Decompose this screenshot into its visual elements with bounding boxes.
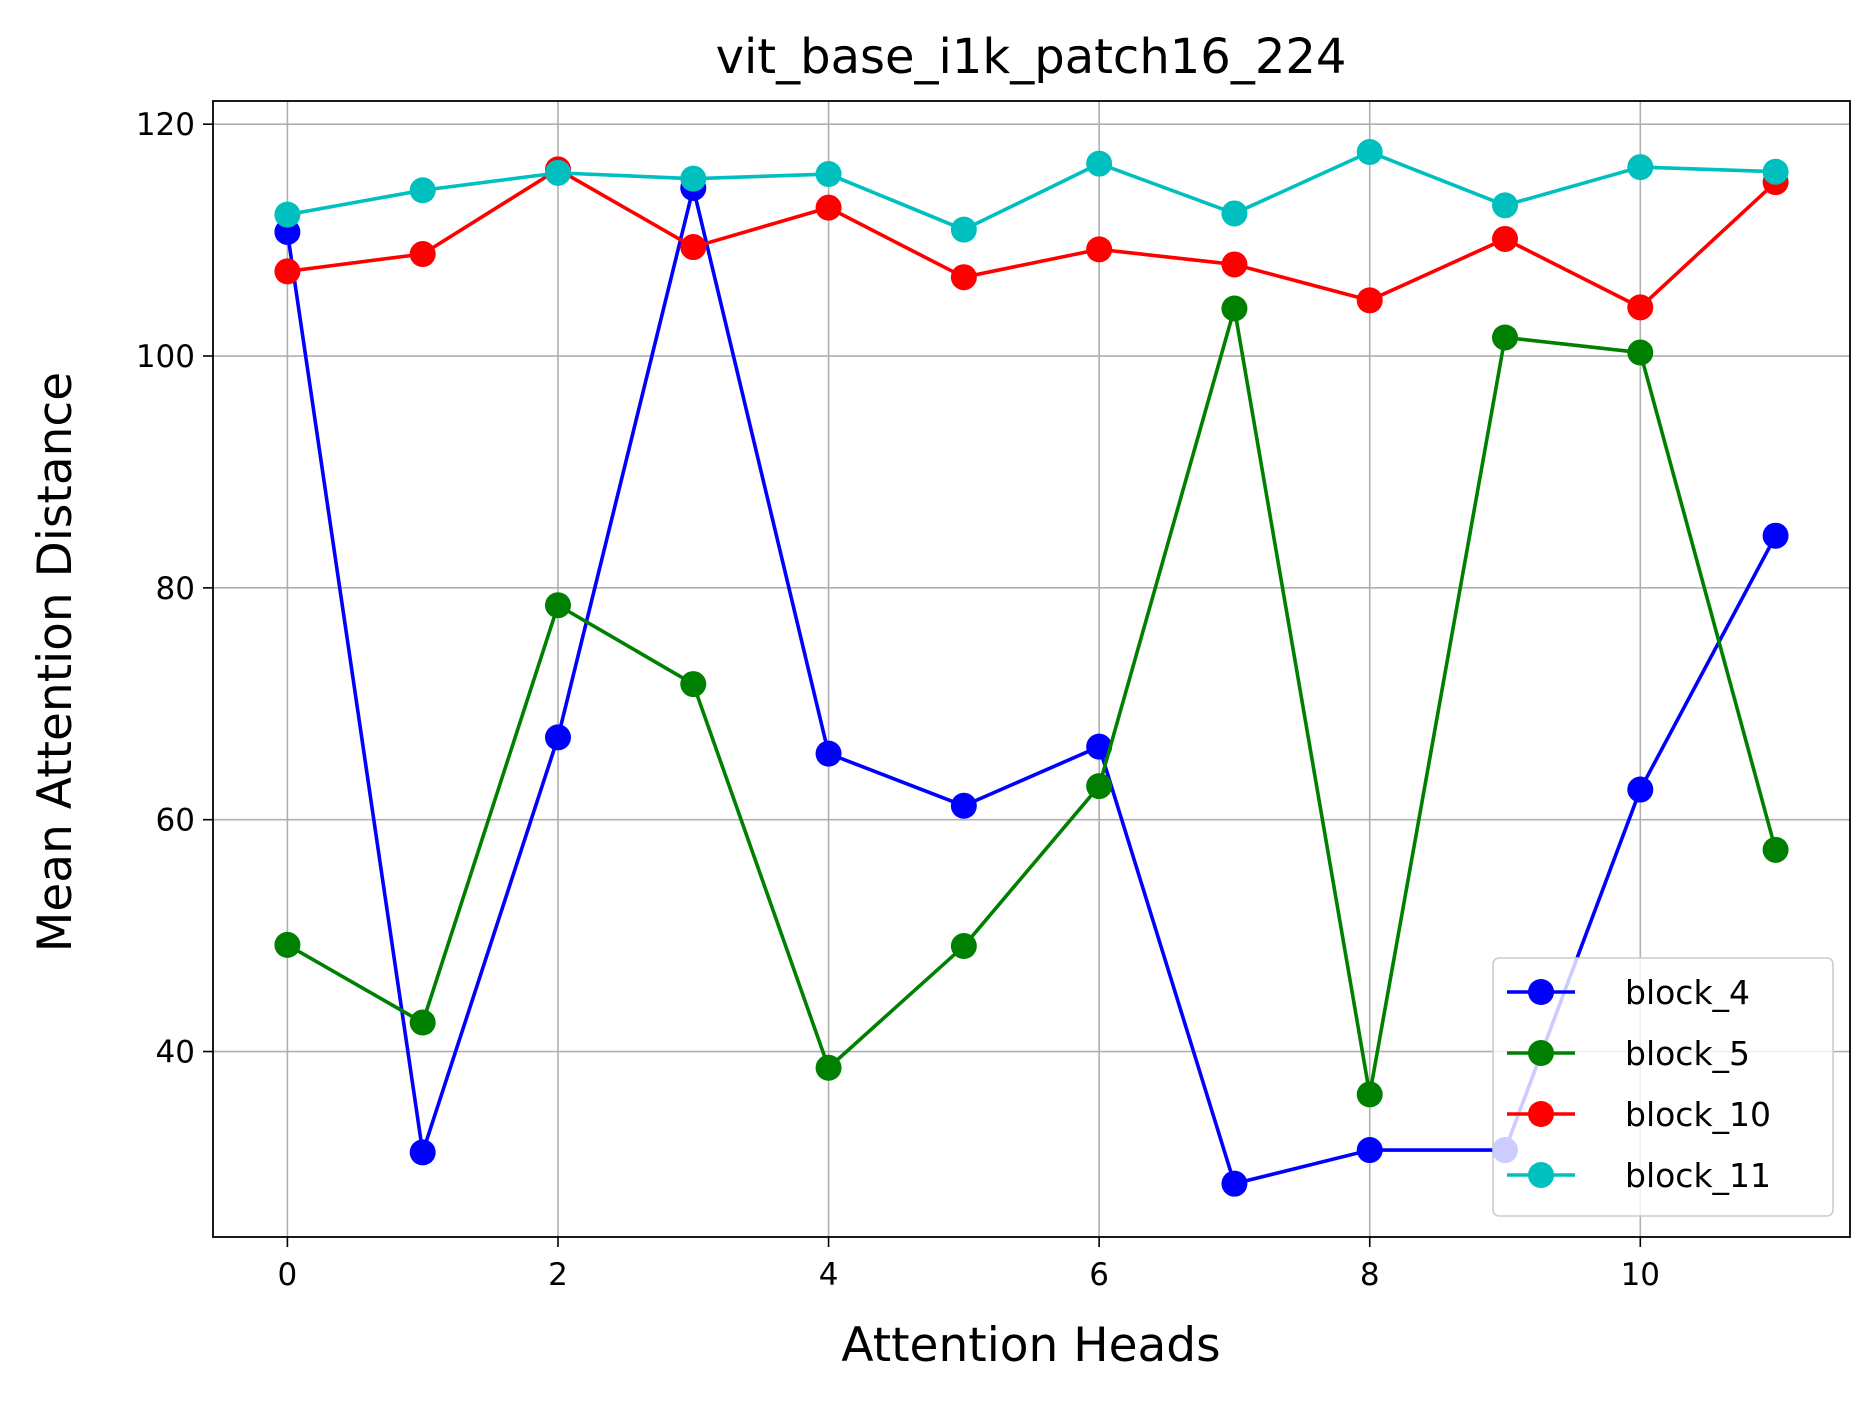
legend-label-block_11: block_11 xyxy=(1625,1156,1771,1195)
data-point-block_5 xyxy=(1086,773,1113,800)
data-point-block_11 xyxy=(815,161,842,188)
data-point-block_10 xyxy=(680,234,707,261)
series-block_5 xyxy=(274,295,1789,1108)
series-block_11 xyxy=(274,139,1789,243)
data-point-block_10 xyxy=(950,264,977,291)
data-point-block_4 xyxy=(950,792,977,819)
data-point-block_11 xyxy=(1221,200,1248,227)
data-point-block_4 xyxy=(1086,733,1113,760)
x-tick-label: 6 xyxy=(1089,1257,1109,1293)
data-point-block_10 xyxy=(409,241,436,268)
y-tick-label: 100 xyxy=(136,339,195,375)
data-point-block_5 xyxy=(1762,836,1789,863)
data-point-block_5 xyxy=(409,1009,436,1036)
legend-label-block_5: block_5 xyxy=(1625,1034,1750,1073)
data-point-block_11 xyxy=(1086,150,1113,177)
data-point-block_5 xyxy=(1356,1081,1383,1108)
data-point-block_11 xyxy=(1762,158,1789,185)
data-point-block_5 xyxy=(1492,324,1519,351)
axis-ticks: 0 2 4 6 8 10 40 60 80 100 120 xyxy=(136,107,1660,1293)
legend-marker-block_4 xyxy=(1528,979,1554,1005)
legend-marker-block_5 xyxy=(1528,1040,1554,1066)
plot-frame xyxy=(212,100,1851,1238)
data-point-block_11 xyxy=(1492,192,1519,219)
data-point-block_4 xyxy=(815,740,842,767)
data-point-block_4 xyxy=(544,724,571,751)
data-point-block_11 xyxy=(950,216,977,243)
data-point-block_11 xyxy=(680,165,707,192)
data-point-block_10 xyxy=(1086,236,1113,263)
data-point-block_11 xyxy=(409,177,436,204)
y-tick-label: 80 xyxy=(156,571,195,607)
y-tick-label: 40 xyxy=(156,1035,195,1071)
data-point-block_10 xyxy=(1221,251,1248,278)
grid-lines xyxy=(213,101,1850,1237)
data-point-block_5 xyxy=(1627,339,1654,366)
data-point-block_4 xyxy=(409,1139,436,1166)
data-point-block_5 xyxy=(680,671,707,698)
data-point-block_11 xyxy=(544,159,571,186)
legend-marker-block_11 xyxy=(1528,1162,1554,1188)
legend-label-block_10: block_10 xyxy=(1625,1095,1771,1134)
data-point-block_4 xyxy=(1221,1170,1248,1197)
data-point-block_5 xyxy=(274,931,301,958)
data-point-block_10 xyxy=(1492,225,1519,252)
chart-title: vit_base_i1k_patch16_224 xyxy=(716,29,1347,85)
data-point-block_5 xyxy=(1221,295,1248,322)
y-axis-label: Mean Attention Distance xyxy=(28,372,83,952)
data-point-block_5 xyxy=(544,592,571,619)
series-line-block_5 xyxy=(286,306,1778,1097)
series-line-block_10 xyxy=(287,167,1777,310)
data-point-block_4 xyxy=(1356,1137,1383,1164)
x-tick-label: 10 xyxy=(1621,1257,1660,1293)
data-point-block_10 xyxy=(1627,294,1654,321)
legend-box xyxy=(1492,957,1834,1217)
data-point-block_10 xyxy=(1356,287,1383,314)
data-point-block_5 xyxy=(950,933,977,960)
data-point-block_10 xyxy=(274,258,301,285)
data-point-block_4 xyxy=(1627,776,1654,803)
legend-marker-block_10 xyxy=(1528,1101,1554,1127)
data-point-block_4 xyxy=(1762,522,1789,549)
y-tick-label: 60 xyxy=(156,803,195,839)
x-axis-label: Attention Heads xyxy=(841,1318,1220,1373)
x-tick-label: 2 xyxy=(548,1257,568,1293)
x-tick-label: 8 xyxy=(1360,1257,1380,1293)
series-line-block_11 xyxy=(287,150,1776,232)
data-point-block_11 xyxy=(1627,154,1654,181)
data-point-block_11 xyxy=(274,201,301,228)
y-tick-label: 120 xyxy=(136,107,195,143)
x-tick-label: 4 xyxy=(819,1257,839,1293)
legend: block_4 block_5 block_10 block_11 xyxy=(1492,957,1834,1217)
data-point-block_10 xyxy=(815,194,842,221)
x-tick-label: 0 xyxy=(278,1257,298,1293)
data-point-block_11 xyxy=(1356,139,1383,166)
legend-label-block_4: block_4 xyxy=(1625,973,1750,1012)
data-point-block_5 xyxy=(815,1054,842,1081)
